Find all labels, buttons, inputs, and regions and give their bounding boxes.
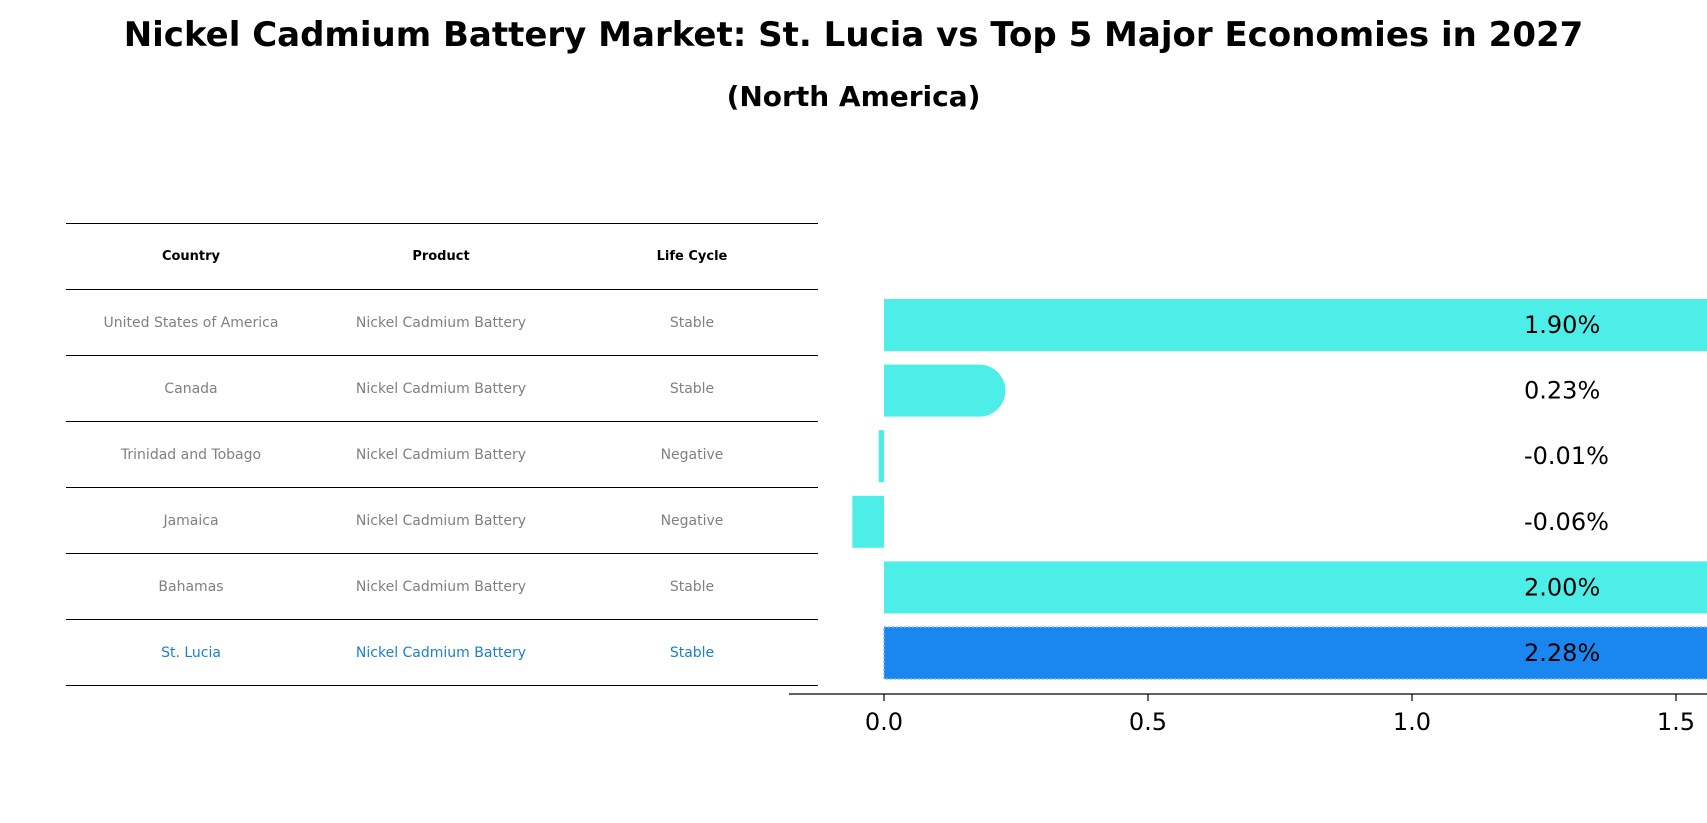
bar: [884, 299, 1707, 351]
x-tick-label: 1.0: [1393, 708, 1431, 736]
bar: [884, 627, 1707, 679]
life-cycle-cell: Negative: [660, 512, 724, 529]
value-label: -0.06%: [1524, 508, 1609, 536]
column-header-country: Country: [161, 249, 221, 264]
country-cell: St. Lucia: [161, 644, 221, 661]
chart-title: Nickel Cadmium Battery Market: St. Lucia…: [123, 15, 1584, 55]
table-row: Jamaica Nickel Cadmium Battery Negative: [66, 487, 818, 553]
value-label: 0.23%: [1524, 377, 1600, 405]
bar: [878, 430, 884, 483]
x-tick-label: 0.5: [1129, 708, 1167, 736]
product-cell: Nickel Cadmium Battery: [355, 446, 527, 463]
value-label: -0.01%: [1524, 442, 1609, 470]
chart-subtitle: (North America): [726, 80, 981, 113]
bar: [884, 561, 1707, 614]
product-cell: Nickel Cadmium Battery: [355, 380, 527, 397]
country-cell: Trinidad and Tobago: [120, 446, 262, 463]
country-cell: Bahamas: [158, 578, 224, 595]
table-header-row: Country Product Life Cycle: [66, 223, 818, 289]
value-label: 1.90%: [1524, 311, 1600, 339]
country-table: Country Product Life Cycle United States…: [66, 223, 818, 686]
life-cycle-cell: Stable: [669, 314, 715, 331]
life-cycle-cell: Stable: [669, 380, 715, 397]
country-cell: Canada: [164, 380, 218, 397]
table-row: Canada Nickel Cadmium Battery Stable: [66, 355, 818, 421]
bar: [852, 495, 884, 548]
table-row-highlighted: St. Lucia Nickel Cadmium Battery Stable: [66, 619, 818, 686]
value-label: 2.28%: [1524, 639, 1600, 667]
life-cycle-cell: Stable: [669, 644, 715, 661]
product-cell: Nickel Cadmium Battery: [355, 512, 527, 529]
value-label: 2.00%: [1524, 573, 1600, 601]
life-cycle-cell: Negative: [660, 446, 724, 463]
bar-cap: [953, 364, 1006, 417]
life-cycle-cell: Stable: [669, 578, 715, 595]
product-cell: Nickel Cadmium Battery: [355, 578, 527, 595]
table-row: Trinidad and Tobago Nickel Cadmium Batte…: [66, 421, 818, 487]
x-tick-label: 0.0: [865, 708, 903, 736]
country-cell: Jamaica: [163, 512, 219, 529]
table-row: Bahamas Nickel Cadmium Battery Stable: [66, 553, 818, 619]
product-cell: Nickel Cadmium Battery: [355, 644, 527, 661]
column-header-product: Product: [412, 249, 470, 264]
x-tick-label: 1.5: [1657, 708, 1695, 736]
table-row: United States of America Nickel Cadmium …: [66, 289, 818, 355]
country-cell: United States of America: [103, 314, 279, 331]
product-cell: Nickel Cadmium Battery: [355, 314, 527, 331]
bar-highlight-outline: [883, 626, 1707, 680]
column-header-life-cycle: Life Cycle: [656, 249, 728, 264]
